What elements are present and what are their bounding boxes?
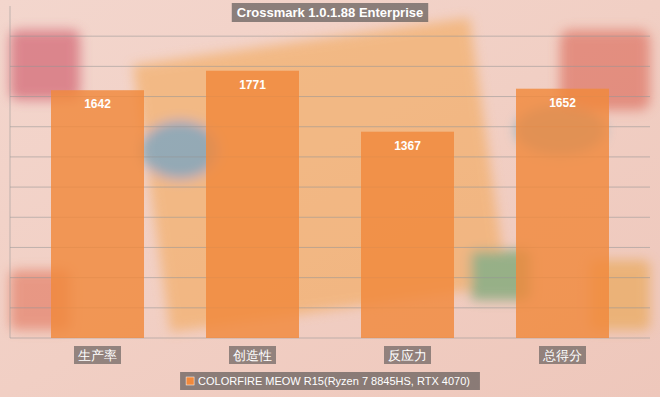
- bar: [516, 89, 609, 338]
- bar: [51, 90, 144, 338]
- label-bg: [539, 346, 586, 364]
- data-label: 1642: [84, 97, 111, 111]
- legend-bg: [180, 372, 480, 390]
- background: [0, 0, 660, 397]
- data-label: 1771: [239, 78, 266, 92]
- legend-label: COLORFIRE MEOW R15(Ryzen 7 8845HS, RTX 4…: [198, 375, 470, 387]
- label-bg: [384, 346, 431, 364]
- grid-line: [10, 36, 650, 37]
- label-bg: [229, 346, 276, 364]
- bar: [361, 132, 454, 338]
- axis-line: [10, 6, 11, 338]
- sticker: [10, 30, 80, 100]
- category-label: 总得分: [542, 348, 582, 363]
- category-label: 创造性: [233, 348, 272, 363]
- category-label: 反应力: [388, 348, 427, 363]
- x-labels: 生产率 创造性 反应力 总得分: [74, 346, 586, 364]
- label-bg: [74, 346, 121, 364]
- data-label: 1652: [549, 96, 576, 110]
- bars: [51, 71, 609, 338]
- legend-swatch: [186, 377, 194, 385]
- page: {"chart_data": {"type": "bar", "title": …: [0, 0, 660, 397]
- data-label: 1367: [394, 139, 421, 153]
- grid-line: [10, 66, 650, 67]
- bar: [206, 71, 299, 338]
- legend: COLORFIRE MEOW R15(Ryzen 7 8845HS, RTX 4…: [180, 372, 480, 390]
- title-bg: [232, 3, 428, 22]
- grid: [10, 36, 650, 338]
- title: Crossmark 1.0.1.88 Enterprise: [237, 5, 423, 20]
- chart: 1642 1771 1367 1652 生产率 创造性 反应力 总得分 Crossmark 1.…: [0, 0, 660, 397]
- labels: 1642 1771 1367 1652: [84, 78, 576, 153]
- title-group: Crossmark 1.0.1.88 Enterprise: [232, 3, 428, 22]
- category-label: 生产率: [78, 348, 117, 363]
